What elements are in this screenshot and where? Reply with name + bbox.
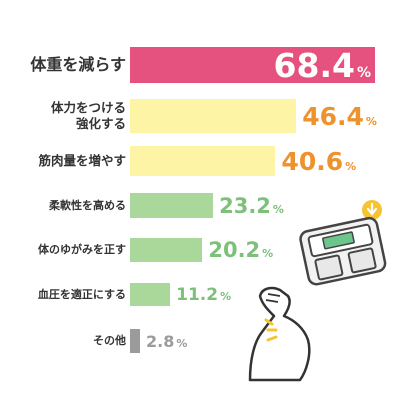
value-number: 40.6 bbox=[281, 146, 344, 176]
bar-6 bbox=[130, 283, 171, 306]
value-number: 68.4 bbox=[273, 45, 356, 86]
category-label-3: 筋肉量を増やす bbox=[38, 153, 126, 169]
category-label-4: 柔軟性を高める bbox=[49, 199, 126, 213]
category-label-line: その他 bbox=[93, 334, 126, 348]
bar-1 bbox=[130, 47, 375, 83]
value-number: 2.8 bbox=[146, 331, 175, 351]
category-label-line: 体のゆがみを正す bbox=[38, 243, 126, 257]
category-label-line: 体力をつける bbox=[50, 100, 126, 116]
value-label-6: 11.2% bbox=[176, 285, 231, 305]
category-label-6: 血圧を適正にする bbox=[38, 288, 126, 302]
value-unit: % bbox=[176, 336, 188, 350]
category-label-line: 体重を減らす bbox=[30, 55, 126, 74]
bar-2 bbox=[130, 99, 297, 133]
category-label-7: その他 bbox=[93, 334, 126, 348]
value-label-2: 46.4% bbox=[302, 102, 377, 131]
value-unit: % bbox=[345, 159, 357, 173]
value-label-4: 23.2% bbox=[219, 194, 284, 218]
bar-4 bbox=[130, 193, 214, 218]
body-composition-scale-icon bbox=[299, 200, 387, 286]
category-label-line: 筋肉量を増やす bbox=[38, 153, 126, 169]
bar-3 bbox=[130, 146, 276, 176]
value-label-3: 40.6% bbox=[281, 147, 356, 176]
value-unit: % bbox=[365, 114, 377, 128]
value-unit: % bbox=[220, 289, 232, 303]
value-number: 11.2 bbox=[176, 284, 219, 305]
value-label-7: 2.8% bbox=[146, 332, 187, 351]
value-label-1: 68.4% bbox=[273, 45, 372, 86]
value-number: 23.2 bbox=[219, 193, 271, 218]
bar-7 bbox=[130, 329, 141, 353]
category-label-line: 柔軟性を高める bbox=[49, 198, 126, 212]
value-unit: % bbox=[356, 64, 372, 82]
category-label-line: 強化する bbox=[75, 116, 126, 131]
category-label-2: 体力をつける 強化する bbox=[51, 100, 126, 131]
category-label-line: 血圧を適正にする bbox=[37, 287, 126, 301]
flexed-arm-icon bbox=[248, 286, 311, 382]
value-label-5: 20.2% bbox=[208, 238, 273, 262]
bar-5 bbox=[130, 238, 203, 262]
value-unit: % bbox=[262, 247, 274, 260]
category-label-1: 体重を減らす bbox=[30, 55, 126, 75]
category-label-5: 体のゆがみを正す bbox=[38, 243, 126, 257]
value-number: 20.2 bbox=[208, 238, 261, 262]
value-unit: % bbox=[272, 202, 284, 216]
value-number: 46.4 bbox=[302, 101, 364, 131]
